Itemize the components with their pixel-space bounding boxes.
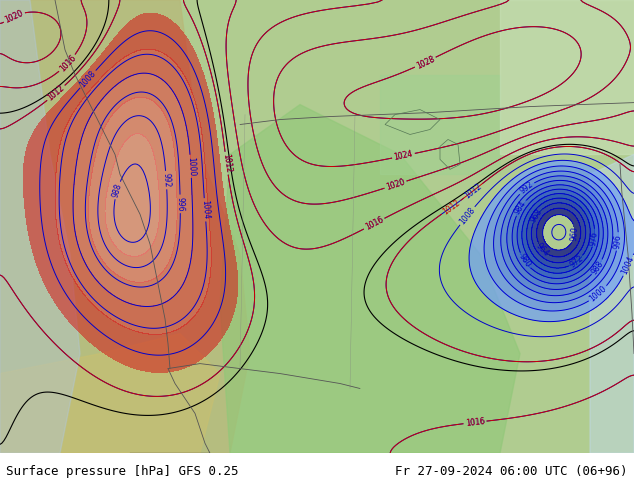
Text: 976: 976	[589, 230, 600, 246]
Text: 964: 964	[534, 241, 551, 258]
Text: 984: 984	[513, 199, 528, 216]
Text: 1028: 1028	[415, 54, 436, 71]
Text: 1024: 1024	[393, 149, 414, 162]
Polygon shape	[220, 104, 520, 453]
Text: 1020: 1020	[385, 177, 406, 192]
Text: 1028: 1028	[415, 54, 436, 71]
Text: 992: 992	[161, 172, 171, 188]
Text: Fr 27-09-2024 06:00 UTC (06+96): Fr 27-09-2024 06:00 UTC (06+96)	[395, 465, 628, 478]
Text: 1000: 1000	[588, 284, 609, 304]
Bar	[380, 74, 500, 174]
Text: 1012: 1012	[441, 198, 462, 217]
Text: 1016: 1016	[58, 53, 77, 74]
Text: 1016: 1016	[58, 53, 77, 74]
Text: 992: 992	[518, 180, 535, 196]
Text: 996: 996	[176, 196, 185, 211]
Text: 1012: 1012	[463, 181, 483, 200]
Polygon shape	[0, 334, 220, 453]
Text: 1020: 1020	[3, 8, 25, 24]
Text: 972: 972	[568, 254, 585, 270]
Text: 1012: 1012	[46, 83, 67, 102]
Text: Surface pressure [hPa] GFS 0.25: Surface pressure [hPa] GFS 0.25	[6, 465, 239, 478]
Text: 1016: 1016	[465, 417, 485, 428]
Text: 1016: 1016	[363, 215, 385, 232]
Text: 1000: 1000	[186, 156, 196, 176]
Text: 1008: 1008	[78, 69, 98, 89]
Text: 1020: 1020	[3, 8, 25, 24]
Text: 980: 980	[517, 252, 533, 270]
Text: 968: 968	[529, 207, 545, 224]
Text: 1016: 1016	[465, 417, 485, 428]
Text: 1012: 1012	[221, 153, 232, 173]
Polygon shape	[0, 0, 80, 453]
Text: 1004: 1004	[620, 254, 634, 276]
Text: 1008: 1008	[458, 205, 477, 226]
Text: 988: 988	[111, 182, 124, 198]
Polygon shape	[0, 0, 250, 453]
Text: 960: 960	[570, 226, 580, 241]
Polygon shape	[500, 0, 634, 154]
Text: 1012: 1012	[46, 83, 67, 102]
Text: 1012: 1012	[221, 153, 232, 173]
Polygon shape	[590, 154, 634, 453]
Text: 1024: 1024	[393, 149, 414, 162]
Text: 1016: 1016	[363, 215, 385, 232]
Text: 996: 996	[612, 234, 623, 249]
Text: 1004: 1004	[200, 200, 210, 220]
Text: 988: 988	[590, 259, 605, 276]
Text: 1020: 1020	[385, 177, 406, 192]
